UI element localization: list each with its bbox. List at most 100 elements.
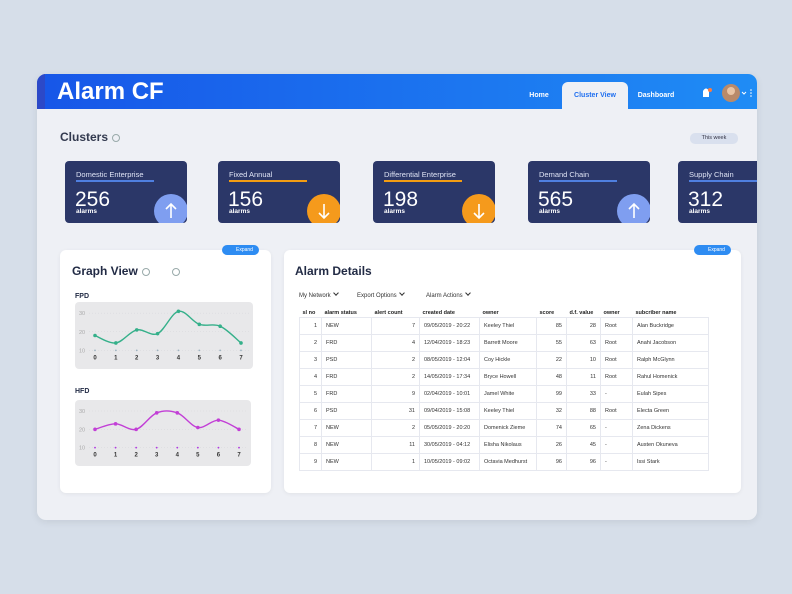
table-cell: Jamel White: [479, 385, 537, 403]
filter-button[interactable]: This week: [690, 133, 738, 144]
trend-icon: [462, 194, 495, 223]
table-cell: 14/05/2019 - 17:34: [419, 368, 480, 386]
table-cell: 9: [371, 385, 420, 403]
data-point: [240, 349, 242, 352]
help-icon[interactable]: [171, 267, 180, 276]
card-underline: [689, 180, 757, 182]
data-point: [93, 427, 97, 432]
table-cell: -: [600, 436, 633, 454]
table-cell: 22: [536, 351, 567, 369]
table-cell: -: [600, 385, 633, 403]
cluster-card[interactable]: Demand Chain 565 alarms: [528, 161, 650, 223]
column-header[interactable]: score: [537, 308, 567, 318]
cluster-card[interactable]: Domestic Enterprise 256 alarms: [65, 161, 187, 223]
menu[interactable]: Export Options: [357, 291, 404, 299]
column-label: owner: [603, 309, 620, 316]
data-point: [155, 446, 158, 449]
menu[interactable]: My Network: [299, 291, 338, 299]
trend-icon: [617, 194, 650, 223]
table-cell: Austen Okuneva: [632, 436, 709, 454]
cluster-card[interactable]: Differential Enterprise 198 alarms: [373, 161, 495, 223]
data-point: [176, 446, 179, 449]
table-cell: 02/04/2019 - 10:01: [419, 385, 480, 403]
table-cell: Domenick Zieme: [479, 419, 537, 437]
column-header[interactable]: alarm status: [322, 308, 372, 318]
card-unit: alarms: [539, 208, 560, 215]
table-cell: -: [600, 419, 633, 437]
card-unit: alarms: [76, 208, 97, 215]
x-tick-label: 3: [156, 355, 160, 361]
table-cell: 28: [566, 317, 601, 335]
help-icon[interactable]: [141, 267, 150, 276]
panel-title: Alarm Details: [295, 264, 372, 278]
table-row: 9 NEW 1 10/05/2019 - 09:02 Octavia Medhurst 9…: [299, 453, 709, 471]
column-header[interactable]: sl no: [300, 308, 322, 318]
table-cell: 10: [566, 351, 601, 369]
table-cell: Root: [600, 368, 633, 386]
cluster-card[interactable]: Supply Chain 312 alarms: [678, 161, 757, 223]
data-point: [216, 418, 221, 422]
arrow: [628, 202, 640, 218]
table-cell: 6: [299, 402, 322, 420]
column-header[interactable]: created date: [420, 308, 480, 318]
table-cell: 9: [299, 453, 322, 471]
column-label: d.f. value: [569, 309, 594, 316]
expand-button[interactable]: Expand: [694, 245, 731, 255]
table-cell: Root: [600, 334, 633, 352]
column-header[interactable]: owner: [480, 308, 537, 318]
column-label: alarm status: [324, 309, 357, 316]
panel-title: Graph View: [72, 264, 180, 278]
nav-link[interactable]: Dashboard: [637, 92, 675, 99]
table-cell: 65: [566, 419, 601, 437]
table-cell: 12/04/2019 - 18:23: [419, 334, 480, 352]
trend-arrow: [473, 204, 485, 220]
table-cell: Elisha Nikolaus: [479, 436, 537, 454]
cluster-card[interactable]: Fixed Annual 156 alarms: [218, 161, 340, 223]
arrow: [473, 204, 485, 220]
expand-button[interactable]: Expand: [222, 245, 259, 255]
column-label: score: [539, 309, 555, 316]
header-strip: [37, 74, 45, 109]
card-count: 312: [688, 188, 724, 211]
table-cell: Bryce Howell: [479, 368, 537, 386]
arrow: [165, 202, 177, 218]
table-cell: FRD: [321, 334, 372, 352]
app-window: Alarm CF Home Cluster View Dashboard Clu…: [37, 74, 757, 520]
table-cell: Barrett Moore: [479, 334, 537, 352]
data-point: [238, 446, 240, 449]
table-cell: Issi Stark: [632, 453, 709, 471]
trend-icon: [307, 194, 340, 223]
table-cell: 1: [299, 317, 322, 335]
card-unit: alarms: [384, 208, 405, 215]
help-icon[interactable]: [112, 133, 121, 142]
data-point: [217, 446, 220, 449]
card-name: Fixed Annual: [229, 170, 273, 179]
header-icons[interactable]: [697, 82, 757, 104]
card-name: Demand Chain: [539, 170, 590, 179]
data-point: [134, 427, 138, 432]
column-header[interactable]: owner: [601, 308, 633, 318]
table-cell: 88: [566, 402, 601, 420]
x-tick-label: 2: [134, 453, 138, 459]
column-header[interactable]: d.f. value: [567, 308, 601, 318]
column-header[interactable]: subcriber name: [633, 308, 709, 318]
chart-title: FPD: [75, 293, 89, 300]
table-cell: 96: [536, 453, 567, 471]
y-tick-label: 20: [79, 427, 85, 433]
nav-link[interactable]: Cluster View: [562, 82, 628, 109]
table-cell: Root: [600, 402, 633, 420]
table-cell: 96: [566, 453, 601, 471]
data-point: [114, 341, 118, 345]
menu[interactable]: Alarm Actions: [426, 291, 470, 299]
table-cell: 8: [299, 436, 322, 454]
nav-link[interactable]: Home: [529, 92, 549, 99]
table-cell: 45: [566, 436, 601, 454]
data-point: [114, 446, 117, 449]
data-point: [196, 446, 199, 449]
card-name: Differential Enterprise: [384, 170, 456, 179]
table-cell: NEW: [321, 453, 372, 471]
table-row: 1 NEW 7 09/05/2019 - 20:22 Keeley Thiel 85 28 R…: [299, 317, 709, 335]
column-header[interactable]: alert count: [372, 308, 420, 318]
table-cell: Coy Hickle: [479, 351, 537, 369]
table-cell: 33: [566, 385, 601, 403]
